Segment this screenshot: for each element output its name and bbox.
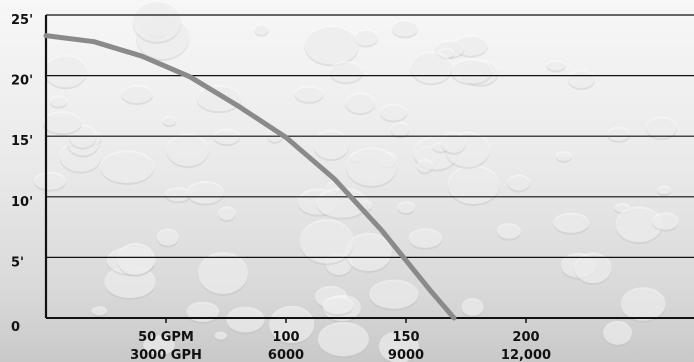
droplet xyxy=(304,25,359,64)
droplet xyxy=(409,228,443,247)
droplet xyxy=(607,127,630,141)
droplet xyxy=(34,172,66,190)
y-tick-label: 5' xyxy=(11,255,24,270)
droplet xyxy=(215,332,227,340)
droplet xyxy=(117,243,155,275)
droplet xyxy=(568,70,595,88)
droplet xyxy=(397,201,414,213)
droplet xyxy=(43,111,82,133)
x-tick-label-gph: 6000 xyxy=(268,348,304,362)
droplet xyxy=(391,122,410,137)
droplet xyxy=(603,321,632,345)
y-tick-label: 15' xyxy=(11,134,33,149)
droplet xyxy=(187,181,224,204)
droplet xyxy=(318,322,369,356)
droplet xyxy=(546,60,565,71)
droplet xyxy=(346,147,397,186)
droplet xyxy=(380,104,407,121)
droplet xyxy=(451,58,493,83)
droplet xyxy=(300,219,354,263)
droplet xyxy=(218,206,236,220)
droplet xyxy=(132,0,181,42)
droplet xyxy=(313,130,349,159)
droplet xyxy=(254,23,269,34)
droplet xyxy=(417,159,433,172)
droplet xyxy=(448,165,500,204)
droplet xyxy=(508,174,530,190)
droplet xyxy=(392,19,418,36)
droplet xyxy=(345,92,375,113)
droplet xyxy=(441,132,466,153)
x-tick-label-gpm: 50 GPM xyxy=(138,330,194,345)
droplet xyxy=(322,296,353,314)
droplet xyxy=(410,51,452,83)
x-tick-label-gpm: 200 xyxy=(512,330,539,345)
y-tick-label: 0 xyxy=(11,320,20,335)
x-tick-label-gph: 9000 xyxy=(388,348,424,362)
droplet xyxy=(657,185,671,194)
y-tick-label: 10' xyxy=(11,195,33,210)
x-tick-label-gpm: 150 xyxy=(392,330,419,345)
droplet xyxy=(44,55,87,88)
droplet xyxy=(121,85,153,103)
y-tick-label: 25' xyxy=(11,13,33,28)
x-tick-label-gpm: 100 xyxy=(272,330,299,345)
droplet xyxy=(462,298,484,316)
droplet xyxy=(369,280,418,309)
y-tick-label: 20' xyxy=(11,74,33,89)
droplet xyxy=(100,150,154,183)
droplet xyxy=(497,223,521,239)
droplet xyxy=(316,188,368,218)
droplet xyxy=(330,61,363,82)
droplet xyxy=(163,115,176,125)
droplet xyxy=(646,116,677,138)
droplet xyxy=(157,228,179,245)
droplet xyxy=(295,86,324,102)
droplet xyxy=(167,134,209,167)
droplet xyxy=(621,287,666,320)
droplet xyxy=(226,307,264,333)
droplet xyxy=(652,212,679,229)
x-tick-label-gph: 12,000 xyxy=(501,348,551,362)
droplet xyxy=(50,95,67,106)
droplet xyxy=(197,85,242,111)
x-tick-label-gph: 3000 GPH xyxy=(130,348,202,362)
droplet xyxy=(553,213,589,233)
droplet xyxy=(198,252,248,294)
droplet xyxy=(556,151,572,161)
droplet xyxy=(92,306,108,315)
y-tick-labels: 0 5' 10' 15' 20' 25' xyxy=(11,13,33,335)
